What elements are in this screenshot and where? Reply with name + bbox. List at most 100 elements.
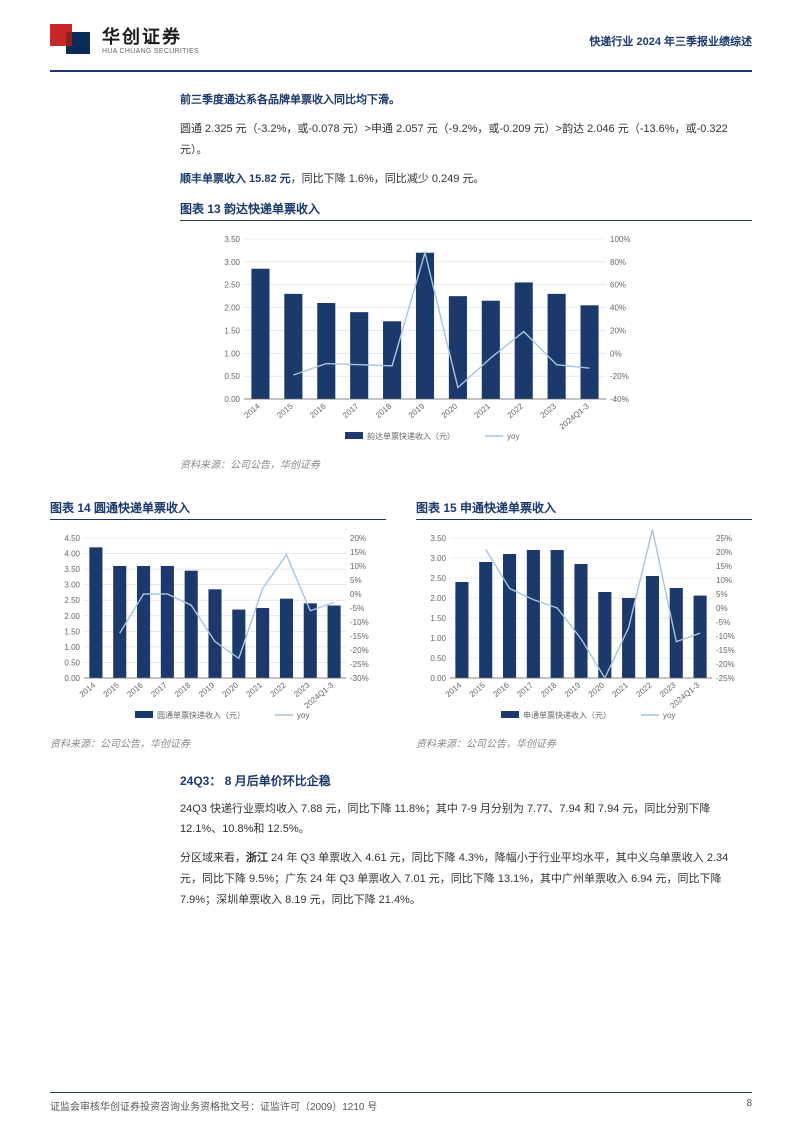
- svg-text:2021: 2021: [245, 680, 265, 699]
- svg-text:2.00: 2.00: [64, 611, 80, 620]
- svg-text:5%: 5%: [350, 576, 362, 585]
- chart15-svg: 0.000.501.001.502.002.503.003.50-25%-20%…: [416, 528, 746, 728]
- svg-text:2016: 2016: [125, 680, 145, 699]
- svg-text:2022: 2022: [506, 401, 526, 420]
- svg-text:0%: 0%: [610, 349, 622, 358]
- svg-text:1.50: 1.50: [64, 627, 80, 636]
- para-q2: 分区域来看，浙江 24 年 Q3 单票收入 4.61 元，同比下降 4.3%，降…: [180, 848, 752, 911]
- svg-text:0.00: 0.00: [224, 395, 240, 404]
- svg-text:-5%: -5%: [350, 604, 364, 613]
- svg-text:-10%: -10%: [716, 632, 735, 641]
- doc-title: 快递行业 2024 年三季报业绩综述: [589, 33, 752, 49]
- page-footer: 证监会审核华创证券投资咨询业务资格批文号：证监许可（2009）1210 号 8: [50, 1092, 752, 1113]
- svg-text:2020: 2020: [440, 401, 460, 420]
- svg-text:15%: 15%: [350, 548, 366, 557]
- svg-text:2017: 2017: [341, 401, 361, 420]
- logo-block: 华创证券 HUA CHUANG SECURITIES: [50, 24, 199, 58]
- fig14-source: 资料来源：公司公告，华创证券: [50, 735, 386, 750]
- svg-text:15%: 15%: [716, 562, 732, 571]
- sf-lead: 顺丰单票收入 15.82 元: [180, 173, 291, 185]
- fig14-title: 图表 14 圆通快递单票收入: [50, 499, 386, 520]
- svg-text:-25%: -25%: [716, 674, 735, 683]
- svg-text:3.50: 3.50: [430, 534, 446, 543]
- svg-text:2014: 2014: [444, 680, 464, 699]
- svg-text:0.50: 0.50: [64, 658, 80, 667]
- fig15-source: 资料来源：公司公告，华创证券: [416, 735, 752, 750]
- svg-text:2.00: 2.00: [430, 594, 446, 603]
- footer-batch: 证监会审核华创证券投资咨询业务资格批文号：证监许可（2009）1210 号: [50, 1098, 377, 1113]
- svg-text:2014: 2014: [242, 401, 262, 420]
- para-q1: 24Q3 快递行业票均收入 7.88 元，同比下降 11.8%；其中 7-9 月…: [180, 799, 752, 841]
- svg-text:2019: 2019: [407, 401, 427, 420]
- main-content: 前三季度通达系各品牌单票收入同比均下滑。 圆通 2.325 元（-3.2%，或-…: [0, 90, 802, 471]
- fig15-title: 图表 15 申通快递单票收入: [416, 499, 752, 520]
- svg-text:申通单票快递收入（元）: 申通单票快递收入（元）: [523, 710, 611, 720]
- svg-text:3.50: 3.50: [64, 565, 80, 574]
- svg-text:2018: 2018: [173, 680, 193, 699]
- svg-text:yoy: yoy: [297, 711, 309, 720]
- svg-text:韵达单票快递收入（元）: 韵达单票快递收入（元）: [367, 431, 455, 441]
- header-rule: [50, 70, 752, 72]
- svg-text:2.50: 2.50: [64, 596, 80, 605]
- svg-text:2020: 2020: [587, 680, 607, 699]
- svg-text:2015: 2015: [275, 401, 295, 420]
- page-header: 华创证券 HUA CHUANG SECURITIES 快递行业 2024 年三季…: [0, 0, 802, 70]
- svg-text:2020: 2020: [221, 680, 241, 699]
- svg-text:0.50: 0.50: [430, 654, 446, 663]
- svg-text:1.50: 1.50: [224, 326, 240, 335]
- svg-text:2015: 2015: [102, 680, 122, 699]
- svg-text:2014: 2014: [78, 680, 98, 699]
- svg-text:10%: 10%: [350, 562, 366, 571]
- svg-text:-15%: -15%: [716, 646, 735, 655]
- svg-text:1.00: 1.00: [430, 634, 446, 643]
- svg-text:20%: 20%: [610, 326, 626, 335]
- svg-text:100%: 100%: [610, 235, 630, 244]
- svg-text:-25%: -25%: [350, 660, 369, 669]
- svg-text:2021: 2021: [611, 680, 631, 699]
- svg-text:40%: 40%: [610, 303, 626, 312]
- svg-text:-20%: -20%: [716, 660, 735, 669]
- svg-text:2017: 2017: [515, 680, 535, 699]
- svg-text:-20%: -20%: [610, 372, 629, 381]
- page-number: 8: [746, 1098, 752, 1113]
- svg-text:80%: 80%: [610, 257, 626, 266]
- svg-text:2021: 2021: [473, 401, 493, 420]
- svg-text:3.00: 3.00: [430, 554, 446, 563]
- svg-text:0%: 0%: [716, 604, 728, 613]
- svg-text:0%: 0%: [350, 590, 362, 599]
- svg-text:-30%: -30%: [350, 674, 369, 683]
- sf-tail: ，同比下降 1.6%，同比减少 0.249 元。: [291, 173, 485, 185]
- svg-text:2023: 2023: [292, 680, 312, 699]
- svg-text:2019: 2019: [563, 680, 583, 699]
- svg-text:2023: 2023: [658, 680, 678, 699]
- svg-text:-20%: -20%: [350, 646, 369, 655]
- svg-text:yoy: yoy: [507, 432, 519, 441]
- svg-text:-5%: -5%: [716, 618, 730, 627]
- svg-text:yoy: yoy: [663, 711, 675, 720]
- svg-text:2023: 2023: [539, 401, 559, 420]
- chart-row-14-15: 图表 14 圆通快递单票收入 0.000.501.001.502.002.503…: [0, 489, 802, 750]
- svg-text:2.00: 2.00: [224, 303, 240, 312]
- svg-text:2017: 2017: [149, 680, 169, 699]
- para-sf: 顺丰单票收入 15.82 元，同比下降 1.6%，同比减少 0.249 元。: [180, 169, 752, 190]
- svg-text:1.00: 1.00: [224, 349, 240, 358]
- svg-text:-15%: -15%: [350, 632, 369, 641]
- logo-en: HUA CHUANG SECURITIES: [102, 48, 199, 55]
- logo-text: 华创证券 HUA CHUANG SECURITIES: [102, 28, 199, 55]
- para-compare: 圆通 2.325 元（-3.2%，或-0.078 元）>申通 2.057 元（-…: [180, 119, 752, 161]
- svg-text:2018: 2018: [374, 401, 394, 420]
- fig13-source: 资料来源：公司公告，华创证券: [180, 456, 752, 471]
- fig13-title: 图表 13 韵达快递单票收入: [180, 200, 752, 221]
- section-24q3: 24Q3： 8 月后单价环比企稳 24Q3 快递行业票均收入 7.88 元，同比…: [0, 772, 802, 911]
- col-14: 图表 14 圆通快递单票收入 0.000.501.001.502.002.503…: [50, 489, 386, 750]
- svg-text:5%: 5%: [716, 590, 728, 599]
- svg-text:2018: 2018: [539, 680, 559, 699]
- svg-text:60%: 60%: [610, 280, 626, 289]
- svg-text:圆通单票快递收入（元）: 圆通单票快递收入（元）: [157, 710, 245, 720]
- q2-zhejiang: 浙江: [246, 852, 268, 864]
- svg-text:2016: 2016: [308, 401, 328, 420]
- para-headline: 前三季度通达系各品牌单票收入同比均下滑。: [180, 90, 752, 111]
- svg-text:2019: 2019: [197, 680, 217, 699]
- svg-text:20%: 20%: [716, 548, 732, 557]
- svg-text:1.50: 1.50: [430, 614, 446, 623]
